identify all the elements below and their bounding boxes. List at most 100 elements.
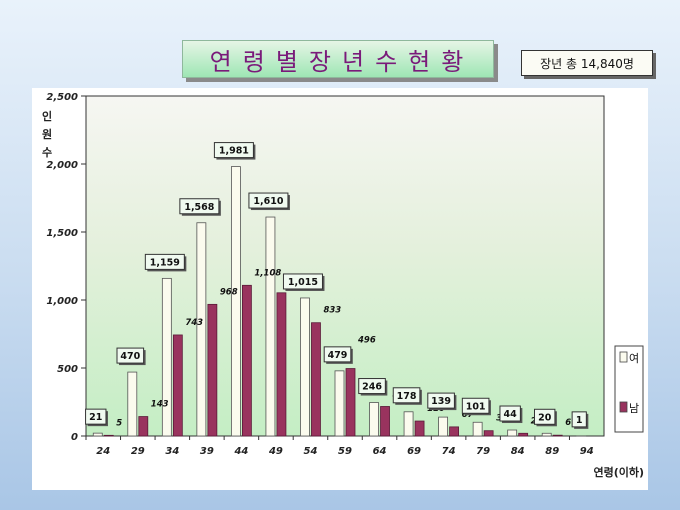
data-label-box bbox=[85, 408, 107, 425]
data-label-box bbox=[461, 397, 490, 414]
bar-female bbox=[438, 416, 449, 437]
x-tick-label: 79 bbox=[476, 446, 490, 457]
bar-female bbox=[92, 432, 103, 437]
y-axis-label-char: 원 bbox=[42, 127, 52, 141]
data-label-box bbox=[358, 378, 386, 395]
bar-female bbox=[507, 429, 518, 437]
y-axis-label-char: 수 bbox=[42, 146, 52, 159]
data-label-male: 496 bbox=[357, 336, 376, 346]
data-label-female: 1 bbox=[576, 415, 583, 426]
bar-male bbox=[103, 434, 114, 437]
y-tick-label: 2,000 bbox=[46, 160, 78, 171]
x-tick-label: 39 bbox=[200, 446, 214, 457]
data-label-female: 1,981 bbox=[219, 146, 249, 157]
data-label-male: 143 bbox=[151, 400, 169, 410]
x-tick-label: 84 bbox=[511, 446, 525, 457]
data-label-female: 1,568 bbox=[184, 202, 214, 213]
legend-swatch bbox=[619, 401, 628, 413]
data-label-box bbox=[392, 387, 421, 404]
data-label-female: 20 bbox=[538, 412, 552, 423]
data-label-box bbox=[116, 347, 145, 364]
total-count-box: 장년 총 14,840명 bbox=[521, 50, 653, 76]
data-label-male: 743 bbox=[185, 318, 203, 328]
data-label-male: 1,108 bbox=[254, 268, 281, 278]
legend-swatch bbox=[619, 351, 628, 363]
bar-chart: 0 500 1,000 1,500 2,000 2,500 인원수 24 29 34 39 44 49 5… bbox=[42, 92, 644, 479]
bar-male bbox=[138, 416, 149, 437]
bar-female bbox=[196, 222, 207, 437]
data-label-box bbox=[427, 392, 455, 409]
bar-female bbox=[334, 370, 345, 437]
bar-male bbox=[552, 434, 563, 437]
x-tick-label: 74 bbox=[442, 446, 456, 457]
data-label-male: 5 bbox=[116, 418, 122, 428]
bar-male bbox=[345, 368, 356, 437]
data-label-male: 6 bbox=[565, 418, 571, 428]
x-tick-label: 34 bbox=[165, 446, 179, 457]
data-label-box bbox=[248, 192, 289, 209]
data-label-box bbox=[213, 142, 254, 159]
x-tick-label: 89 bbox=[545, 446, 559, 457]
bar-male bbox=[311, 322, 321, 437]
x-tick-label: 64 bbox=[373, 446, 387, 457]
bar-male bbox=[414, 420, 425, 437]
bar-male bbox=[483, 430, 494, 437]
data-label-female: 1,159 bbox=[150, 257, 180, 268]
bar-female bbox=[265, 216, 276, 437]
bar-male bbox=[380, 406, 390, 437]
data-label-box bbox=[144, 253, 185, 270]
data-label-female: 1,610 bbox=[253, 196, 283, 207]
data-label-female: 470 bbox=[120, 351, 140, 362]
bar-male bbox=[276, 292, 287, 437]
y-tick-label: 500 bbox=[57, 364, 78, 375]
x-tick-label: 54 bbox=[304, 446, 318, 457]
data-label-box bbox=[499, 405, 521, 422]
data-label-female: 21 bbox=[89, 412, 102, 423]
data-label-male: 833 bbox=[323, 306, 341, 316]
data-label-female: 246 bbox=[362, 382, 382, 393]
y-tick-label: 1,000 bbox=[46, 296, 78, 307]
data-label-female: 44 bbox=[504, 409, 518, 420]
bar-male bbox=[518, 432, 529, 437]
data-label-female: 139 bbox=[431, 396, 451, 407]
bar-female bbox=[541, 432, 552, 437]
bar-male bbox=[241, 284, 252, 437]
data-label-box bbox=[571, 411, 587, 428]
data-label-female: 178 bbox=[397, 391, 417, 402]
y-tick-label: 0 bbox=[71, 432, 78, 443]
y-axis-label-char: 인 bbox=[42, 109, 52, 123]
y-tick-label: 2,500 bbox=[46, 92, 78, 103]
bar-male bbox=[172, 334, 183, 437]
x-tick-label: 24 bbox=[96, 446, 110, 457]
x-tick-label: 49 bbox=[268, 446, 283, 457]
data-label-box bbox=[323, 346, 352, 363]
chart-area: 0 500 1,000 1,500 2,000 2,500 인 원 수 24 29 34 39 44 49 5… bbox=[32, 88, 648, 490]
data-label-female: 101 bbox=[466, 401, 486, 412]
bar-female bbox=[127, 371, 138, 437]
data-label-female: 1,015 bbox=[288, 277, 318, 288]
bar-female bbox=[230, 166, 241, 437]
bar-female bbox=[369, 402, 379, 437]
x-tick-label: 59 bbox=[338, 446, 352, 457]
bar-male bbox=[449, 426, 460, 437]
x-axis-label: 연령(이하) bbox=[593, 465, 644, 479]
chart-title: 연령별장년수현황 bbox=[209, 47, 475, 76]
bar-female bbox=[161, 277, 172, 437]
legend-label: 여 bbox=[629, 352, 639, 365]
data-label-box bbox=[179, 198, 220, 215]
x-tick-label: 69 bbox=[407, 446, 421, 457]
y-tick-label: 1,500 bbox=[46, 228, 78, 239]
data-label-female: 479 bbox=[328, 350, 348, 361]
bar-male bbox=[207, 303, 218, 437]
data-label-box bbox=[282, 273, 323, 290]
data-label-male: 968 bbox=[220, 287, 238, 297]
bar-female bbox=[403, 411, 414, 437]
legend-label: 남 bbox=[629, 402, 639, 415]
x-tick-label: 29 bbox=[131, 446, 145, 457]
x-tick-label: 94 bbox=[580, 446, 594, 457]
bar-female bbox=[472, 421, 483, 437]
x-tick-label: 44 bbox=[233, 446, 248, 457]
data-label-box bbox=[534, 408, 556, 425]
chart-title-box: 연령별장년수현황 bbox=[182, 40, 494, 78]
total-count-label: 장년 총 14,840명 bbox=[540, 56, 634, 71]
